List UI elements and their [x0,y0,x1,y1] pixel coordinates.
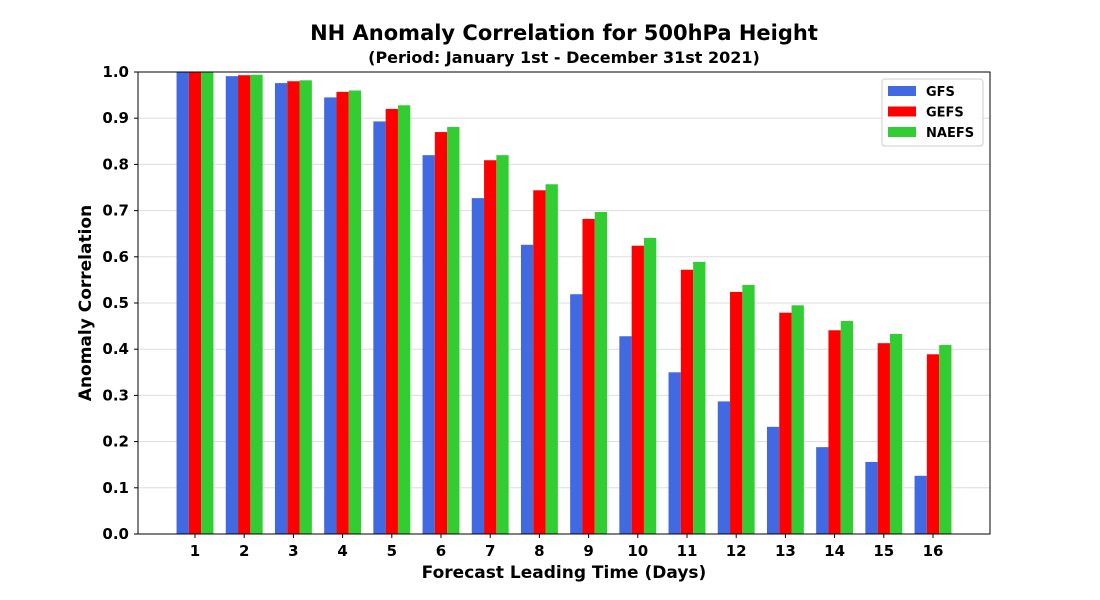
bar-gfs-day-14 [816,447,829,534]
bar-naefs-day-7 [496,155,509,534]
x-tick-label: 2 [239,542,249,560]
bar-gfs-day-8 [520,244,534,534]
y-tick-label: 0.8 [102,155,129,173]
y-tick-label: 0.4 [102,340,129,358]
bar-naefs-day-16 [939,345,952,534]
chart-subtitle: (Period: January 1st - December 31st 202… [368,48,760,67]
bar-naefs-day-4 [348,90,362,534]
bar-gefs-day-16 [926,354,940,534]
bar-naefs-day-11 [693,261,706,534]
x-tick-label: 15 [873,542,894,560]
bar-naefs-day-10 [643,237,657,534]
bar-gfs-day-4 [324,97,337,534]
x-tick-label: 8 [534,542,544,560]
x-tick-label: 4 [337,542,347,560]
series-gfs [176,72,927,535]
y-axis: 0.0 0.1 0.2 0.3 0.4 0.5 0.6 0.7 0.8 0.9 1.0 [102,63,138,543]
bar-naefs-day-1 [201,72,214,534]
x-axis: 1 2 3 4 5 6 7 8 9 10 11 12 13 14 15 16 [190,534,944,560]
x-axis-label: Forecast Leading Time (Days) [422,563,707,583]
bar-naefs-day-14 [840,321,854,534]
bar-gefs-day-15 [877,343,890,534]
bar-gfs-day-1 [176,72,189,534]
bar-gfs-day-6 [422,155,435,534]
bar-gfs-day-13 [766,426,780,534]
x-tick-label: 9 [583,542,593,560]
bar-gfs-day-7 [471,198,485,534]
bar-naefs-day-6 [447,126,460,534]
bar-gefs-day-6 [434,132,448,534]
bar-gefs-day-2 [238,75,251,534]
bars [176,72,952,535]
bar-gfs-day-16 [914,475,927,534]
y-tick-label: 0.0 [102,525,129,543]
bar-naefs-day-9 [594,211,608,534]
x-tick-label: 3 [288,542,298,560]
x-tick-label: 10 [627,542,648,560]
legend-swatch-gfs [888,86,916,96]
legend-swatch-gefs [888,106,916,117]
bar-gfs-day-5 [373,121,386,535]
bar-gfs-day-12 [717,401,731,534]
bar-gefs-day-5 [385,108,398,535]
bar-gefs-day-9 [582,218,595,534]
y-axis-label: Anomaly Correlation [76,205,96,401]
y-tick-label: 0.5 [102,294,129,312]
bar-gfs-day-9 [570,294,583,534]
bar-gfs-day-11 [668,372,681,534]
x-tick-label: 12 [726,542,747,560]
bar-gfs-day-2 [225,76,239,535]
series-gefs [188,72,940,535]
x-tick-label: 5 [387,542,397,560]
bar-gefs-day-13 [779,312,792,534]
x-tick-label: 6 [436,542,446,560]
legend-label-gefs: GEFS [926,106,964,121]
legend-swatch-naefs [888,127,916,137]
bar-naefs-day-5 [397,105,411,534]
bar-naefs-day-13 [791,305,804,534]
bar-naefs-day-15 [889,333,903,534]
y-tick-label: 0.1 [102,479,129,497]
bar-gfs-day-15 [865,461,878,534]
bar-naefs-day-12 [742,284,755,534]
bar-naefs-day-8 [545,184,558,535]
bar-gefs-day-7 [484,160,497,534]
x-tick-label: 11 [677,542,698,560]
bar-gefs-day-3 [287,81,300,535]
bar-naefs-day-2 [250,74,263,534]
grid-lines [138,71,990,535]
legend: GFS GEFS NAEFS [881,78,984,147]
series-naefs [201,72,952,535]
x-tick-label: 7 [485,542,495,560]
bar-gefs-day-8 [533,190,546,534]
y-tick-label: 1.0 [102,63,129,81]
y-tick-label: 0.3 [102,386,129,404]
x-tick-label: 14 [824,542,845,560]
chart-title: NH Anomaly Correlation for 500hPa Height [310,21,818,45]
x-tick-label: 16 [923,542,944,560]
x-tick-label: 1 [190,542,200,560]
bar-gfs-day-3 [274,83,288,534]
bar-gefs-day-11 [680,269,694,534]
x-tick-label: 13 [775,542,796,560]
bar-gefs-day-4 [336,91,349,534]
y-tick-label: 0.6 [102,248,129,266]
y-tick-label: 0.7 [102,202,129,220]
bar-gefs-day-12 [730,291,743,534]
bar-gefs-day-10 [631,245,644,534]
bar-gefs-day-1 [188,72,202,534]
bar-gfs-day-10 [619,336,632,534]
bar-naefs-day-3 [299,80,312,534]
y-tick-label: 0.2 [102,433,129,451]
legend-label-naefs: NAEFS [926,126,974,141]
y-tick-label: 0.9 [102,109,129,127]
bar-gefs-day-14 [828,330,841,534]
legend-label-gfs: GFS [926,85,955,100]
